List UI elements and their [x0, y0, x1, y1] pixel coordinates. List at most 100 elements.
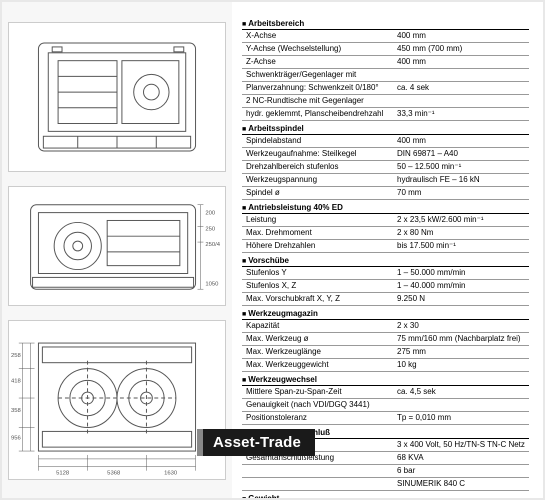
spec-label: Genauigkeit (nach VDI/DGQ 3441): [242, 400, 397, 410]
spec-label: [242, 479, 397, 489]
spec-section-heading: Arbeitsbereich: [242, 16, 529, 30]
spec-row: Leistung2 x 23,5 kW/2.600 min⁻¹: [242, 214, 529, 227]
spec-label: Max. Vorschubkraft X, Y, Z: [242, 294, 397, 304]
spec-value: 400 mm: [397, 57, 529, 67]
spec-value: [397, 400, 529, 410]
spec-row: PositionstoleranzTp = 0,010 mm: [242, 412, 529, 425]
spec-value: 75 mm/160 mm (Nachbarplatz frei): [397, 334, 529, 344]
spec-label: Y-Achse (Wechselstellung): [242, 44, 397, 54]
spec-section-heading: Vorschübe: [242, 253, 529, 267]
spec-row: Genauigkeit (nach VDI/DGQ 3441): [242, 399, 529, 412]
spec-row: X-Achse400 mm: [242, 30, 529, 43]
spec-label: [242, 466, 397, 476]
spec-section-heading: Werkzeugmagazin: [242, 306, 529, 320]
spec-value: 70 mm: [397, 188, 529, 198]
spec-value: [397, 96, 529, 106]
spec-label: Stufenlos Y: [242, 268, 397, 278]
spec-value: bis 17.500 min⁻¹: [397, 241, 529, 251]
spec-row: Drehzahlbereich stufenlos50 – 12.500 min…: [242, 161, 529, 174]
spec-label: Schwenkträger/Gegenlager mit: [242, 70, 397, 80]
spec-value: 2 x 23,5 kW/2.600 min⁻¹: [397, 215, 529, 225]
spec-value: 1 – 50.000 mm/min: [397, 268, 529, 278]
spec-row: Mittlere Span-zu-Span-Zeitca. 4,5 sek: [242, 386, 529, 399]
spec-row: 6 bar: [242, 465, 529, 478]
spec-label: Drehzahlbereich stufenlos: [242, 162, 397, 172]
spec-value: 400 mm: [397, 31, 529, 41]
spec-value: 400 mm: [397, 136, 529, 146]
spec-label: hydr. geklemmt, Planscheibendrehzahl: [242, 109, 397, 119]
spec-value: Tp = 0,010 mm: [397, 413, 529, 423]
spec-label: Spindelabstand: [242, 136, 397, 146]
spec-row: Max. Werkzeug ø75 mm/160 mm (Nachbarplat…: [242, 333, 529, 346]
spec-table: ArbeitsbereichX-Achse400 mmY-Achse (Wech…: [232, 2, 543, 498]
spec-value: [397, 70, 529, 80]
svg-text:250/4: 250/4: [205, 242, 220, 248]
spec-value: 50 – 12.500 min⁻¹: [397, 162, 529, 172]
spec-label: Spindel ø: [242, 188, 397, 198]
spec-label: Werkzeugaufnahme: Steilkegel: [242, 149, 397, 159]
spec-row: Max. Drehmoment2 x 80 Nm: [242, 227, 529, 240]
spec-value: 33,3 min⁻¹: [397, 109, 529, 119]
svg-text:250: 250: [205, 226, 216, 232]
spec-value: ca. 4,5 sek: [397, 387, 529, 397]
spec-row: Stufenlos Y1 – 50.000 mm/min: [242, 267, 529, 280]
spec-value: 68 KVA: [397, 453, 529, 463]
watermark-text: Asset-Trade: [213, 434, 301, 451]
svg-text:358: 358: [11, 408, 22, 414]
svg-text:258: 258: [11, 353, 22, 359]
spec-value: 3 x 400 Volt, 50 Hz/TN-S TN-C Netz: [397, 440, 529, 450]
svg-text:5128: 5128: [56, 471, 70, 477]
spec-row: hydr. geklemmt, Planscheibendrehzahl33,3…: [242, 108, 529, 121]
spec-row: 2 NC-Rundtische mit Gegenlager: [242, 95, 529, 108]
spec-value: hydraulisch FE – 16 kN: [397, 175, 529, 185]
spec-value: ca. 4 sek: [397, 83, 529, 93]
drawings-column: 200 250 250/4 1050: [2, 2, 232, 498]
spec-row: Z-Achse400 mm: [242, 56, 529, 69]
spec-row: Stufenlos X, Z1 – 40.000 mm/min: [242, 280, 529, 293]
spec-value: 2 x 80 Nm: [397, 228, 529, 238]
spec-row: Y-Achse (Wechselstellung)450 mm (700 mm): [242, 43, 529, 56]
spec-row: Kapazität2 x 30: [242, 320, 529, 333]
spec-label: Planverzahnung: Schwenkzeit 0/180°: [242, 83, 397, 93]
spec-label: Kapazität: [242, 321, 397, 331]
spec-row: Planverzahnung: Schwenkzeit 0/180°ca. 4 …: [242, 82, 529, 95]
spec-row: Max. Vorschubkraft X, Y, Z9.250 N: [242, 293, 529, 306]
spec-row: Max. Werkzeuggewicht10 kg: [242, 359, 529, 372]
spec-value: 1 – 40.000 mm/min: [397, 281, 529, 291]
spec-row: SINUMERIK 840 C: [242, 478, 529, 491]
spec-label: Höhere Drehzahlen: [242, 241, 397, 251]
svg-text:418: 418: [11, 378, 22, 384]
spec-label: Max. Werkzeuglänge: [242, 347, 397, 357]
spec-label: Mittlere Span-zu-Span-Zeit: [242, 387, 397, 397]
spec-section-heading: Antriebsleistung 40% ED: [242, 200, 529, 214]
spec-row: Höhere Drehzahlenbis 17.500 min⁻¹: [242, 240, 529, 253]
spec-value: 10 kg: [397, 360, 529, 370]
spec-section-heading: Arbeitsspindel: [242, 121, 529, 135]
spec-row: Max. Werkzeuglänge275 mm: [242, 346, 529, 359]
spec-value: 9.250 N: [397, 294, 529, 304]
spec-section-heading: Werkzeugwechsel: [242, 372, 529, 386]
drawing-front-elevation: [8, 22, 226, 172]
spec-value: SINUMERIK 840 C: [397, 479, 529, 489]
spec-row: Werkzeugaufnahme: SteilkegelDIN 69871 – …: [242, 148, 529, 161]
spec-label: Z-Achse: [242, 57, 397, 67]
spec-row: Werkzeugspannunghydraulisch FE – 16 kN: [242, 174, 529, 187]
svg-text:956: 956: [11, 435, 22, 441]
spec-label: Max. Werkzeug ø: [242, 334, 397, 344]
page-root: 200 250 250/4 1050: [2, 2, 543, 498]
spec-value: 6 bar: [397, 466, 529, 476]
spec-label: Max. Drehmoment: [242, 228, 397, 238]
spec-value: 2 x 30: [397, 321, 529, 331]
spec-value: 275 mm: [397, 347, 529, 357]
svg-text:1050: 1050: [205, 281, 219, 287]
spec-row: Spindel ø70 mm: [242, 187, 529, 200]
svg-text:1630: 1630: [164, 471, 178, 477]
spec-label: Leistung: [242, 215, 397, 225]
spec-label: Stufenlos X, Z: [242, 281, 397, 291]
watermark-badge: Asset-Trade: [197, 429, 315, 456]
spec-row: Spindelabstand400 mm: [242, 135, 529, 148]
drawing-side-elevation: 200 250 250/4 1050: [8, 186, 226, 306]
spec-section-heading: Gewicht: [242, 491, 529, 498]
spec-value: 450 mm (700 mm): [397, 44, 529, 54]
spec-label: 2 NC-Rundtische mit Gegenlager: [242, 96, 397, 106]
